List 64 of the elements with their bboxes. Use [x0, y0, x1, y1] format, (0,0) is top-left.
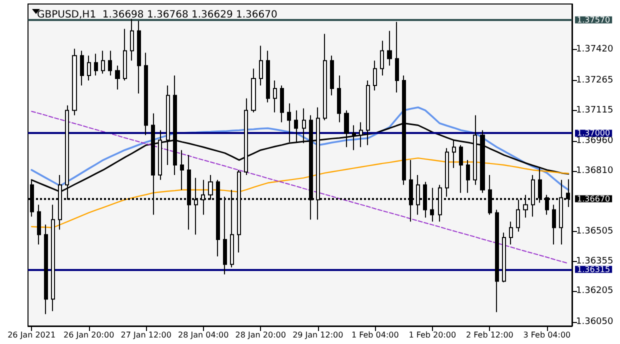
candlestick	[337, 75, 341, 123]
candlestick	[180, 150, 184, 190]
candlestick	[459, 144, 463, 194]
y-tick-label: 1.37265	[576, 76, 614, 86]
y-tick-label: 1.36960	[576, 136, 614, 146]
candlestick	[51, 204, 55, 312]
candlestick	[445, 148, 449, 198]
x-tick-label: 1 Feb 04:00	[351, 330, 399, 340]
y-tick-label: 1.37115	[576, 105, 614, 116]
candlestick	[123, 28, 127, 82]
candlestick	[330, 55, 334, 96]
ref-line-label: 1.37570	[577, 15, 610, 24]
line-series	[31, 110, 569, 264]
candlestick	[452, 140, 456, 168]
candlestick	[387, 30, 392, 66]
candlestick	[266, 50, 270, 103]
y-tick-label: 1.36505	[576, 226, 614, 237]
text: GBPUSD,H1 1.36698 1.36768 1.36629 1.36670	[37, 10, 278, 20]
y-tick-label: 1.36205	[576, 286, 614, 296]
x-tick-label: 26 Jan 2021	[8, 330, 56, 340]
candlestick	[108, 50, 112, 76]
candlestick	[373, 60, 377, 91]
line-series	[30, 157, 570, 228]
candlestick	[72, 48, 77, 116]
ref-line-label: 1.36315	[577, 264, 610, 274]
candlestick	[495, 209, 499, 313]
candlestick	[144, 52, 148, 136]
candlestick	[101, 50, 105, 74]
y-tick-label: 1.37420	[576, 44, 614, 55]
line-series	[30, 106, 570, 191]
candlestick	[516, 199, 520, 232]
candlestick	[280, 84, 284, 123]
x-tick-label: 1 Feb 20:00	[408, 330, 456, 340]
candlestick	[552, 204, 556, 246]
candlestick	[80, 50, 84, 86]
candlestick	[380, 40, 384, 76]
x-tick-label: 2 Feb 12:00	[466, 330, 514, 340]
ref-line-label: 1.36670	[577, 194, 610, 204]
y-tick-label: 1.36810	[576, 166, 614, 176]
y-tick-label: 1.36050	[576, 317, 614, 328]
x-tick-label: 27 Jan 12:00	[120, 330, 172, 340]
candlestick	[115, 65, 120, 90]
x-tick-label: 28 Jan 04:00	[178, 330, 229, 340]
x-tick-label: 26 Jan 20:00	[64, 330, 114, 340]
candlestick	[137, 20, 141, 94]
candlestick	[44, 224, 48, 315]
candlestick	[395, 21, 399, 93]
candlestick	[259, 45, 263, 86]
candlestick	[87, 55, 91, 82]
candlestick	[158, 130, 162, 180]
y-tick-label: 1.36355	[576, 256, 614, 266]
x-tick-label: 29 Jan 12:00	[292, 330, 344, 340]
x-tick-label: 3 Feb 04:00	[523, 330, 571, 340]
candlestick	[502, 232, 506, 283]
x-tick-label: 28 Jan 20:00	[235, 330, 286, 340]
candlestick	[509, 221, 513, 246]
candlestick	[94, 53, 98, 76]
candlestick	[130, 18, 134, 62]
candlestick	[323, 33, 327, 121]
ref-line-label: 1.37000	[577, 128, 610, 138]
candlestick	[251, 68, 256, 113]
candlestick	[37, 204, 41, 246]
candlestick	[273, 80, 277, 113]
candlestick	[466, 160, 470, 194]
